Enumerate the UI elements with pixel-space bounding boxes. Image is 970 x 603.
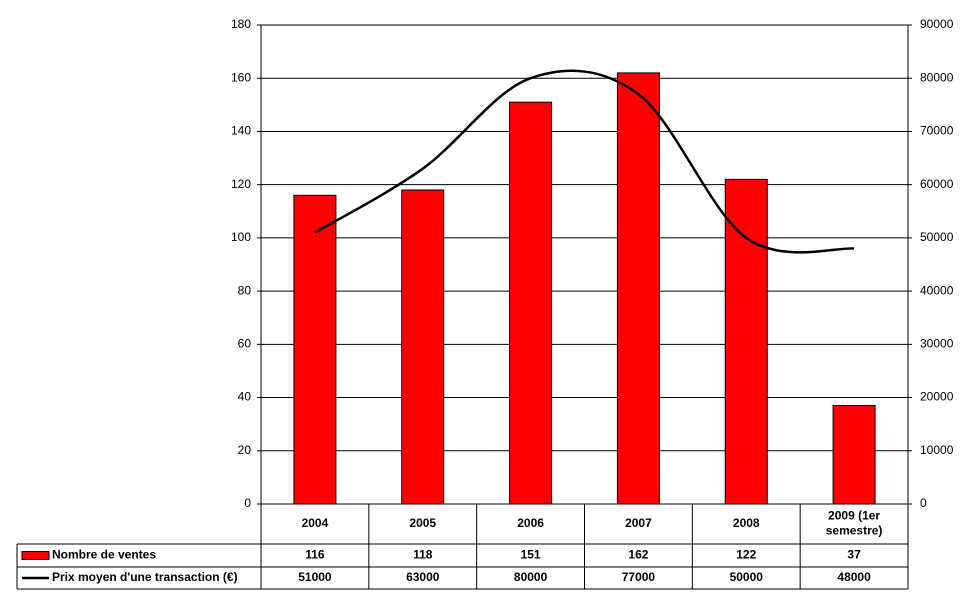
right-tick-label: 90000 [920,17,954,31]
right-tick-label: 70000 [920,124,954,138]
table-value-0-5: 37 [847,548,861,562]
gridlines [261,24,908,452]
left-tick-label: 40 [238,390,252,404]
bar-4 [724,178,768,505]
bar-5 [832,405,876,505]
bar-series [293,72,876,505]
table-value-0-2: 151 [521,548,541,562]
legend-key-bar [21,551,50,560]
table-value-0-0: 116 [305,548,325,562]
category-label-4: 2008 [733,516,760,530]
left-tick-label: 60 [238,337,252,351]
line-series [314,69,855,254]
category-label-5: 2009 (1er [828,509,880,523]
right-tick-label: 80000 [920,70,954,84]
category-label-0: 2004 [302,516,329,530]
left-tick-label: 140 [231,124,251,138]
table-value-0-1: 118 [413,548,433,562]
right-tick-label: 10000 [920,443,954,457]
bar-2 [509,101,553,505]
table-value-0-4: 122 [736,548,756,562]
left-tick-label: 160 [231,70,251,84]
right-tick-label: 60000 [920,177,954,191]
left-tick-label: 20 [238,443,252,457]
right-tick-label: 0 [920,496,927,510]
line-path [314,69,855,254]
left-tick-label: 120 [231,177,251,191]
bar-1 [401,189,445,505]
legend-label-1: Prix moyen d'une transaction (€) [52,570,238,584]
table-value-1-0: 51000 [298,570,332,584]
category-label-2: 2006 [517,516,544,530]
table-value-1-2: 80000 [514,570,548,584]
table-value-0-3: 162 [628,548,648,562]
category-label-5: semestre) [826,524,883,538]
category-label-1: 2005 [409,516,436,530]
right-tick-label: 40000 [920,283,954,297]
table-value-1-5: 48000 [837,570,871,584]
bar-0 [293,194,337,505]
table-value-1-1: 63000 [406,570,440,584]
left-tick-label: 180 [231,17,251,31]
left-tick-label: 0 [244,496,251,510]
legend-label-0: Nombre de ventes [52,548,156,562]
right-tick-label: 30000 [920,337,954,351]
category-label-3: 2007 [625,516,652,530]
table-value-1-4: 50000 [730,570,764,584]
table-value-1-3: 77000 [622,570,656,584]
left-tick-label: 80 [238,283,252,297]
bar-3 [616,72,660,505]
left-tick-label: 100 [231,230,251,244]
right-tick-label: 50000 [920,230,954,244]
right-tick-label: 20000 [920,390,954,404]
